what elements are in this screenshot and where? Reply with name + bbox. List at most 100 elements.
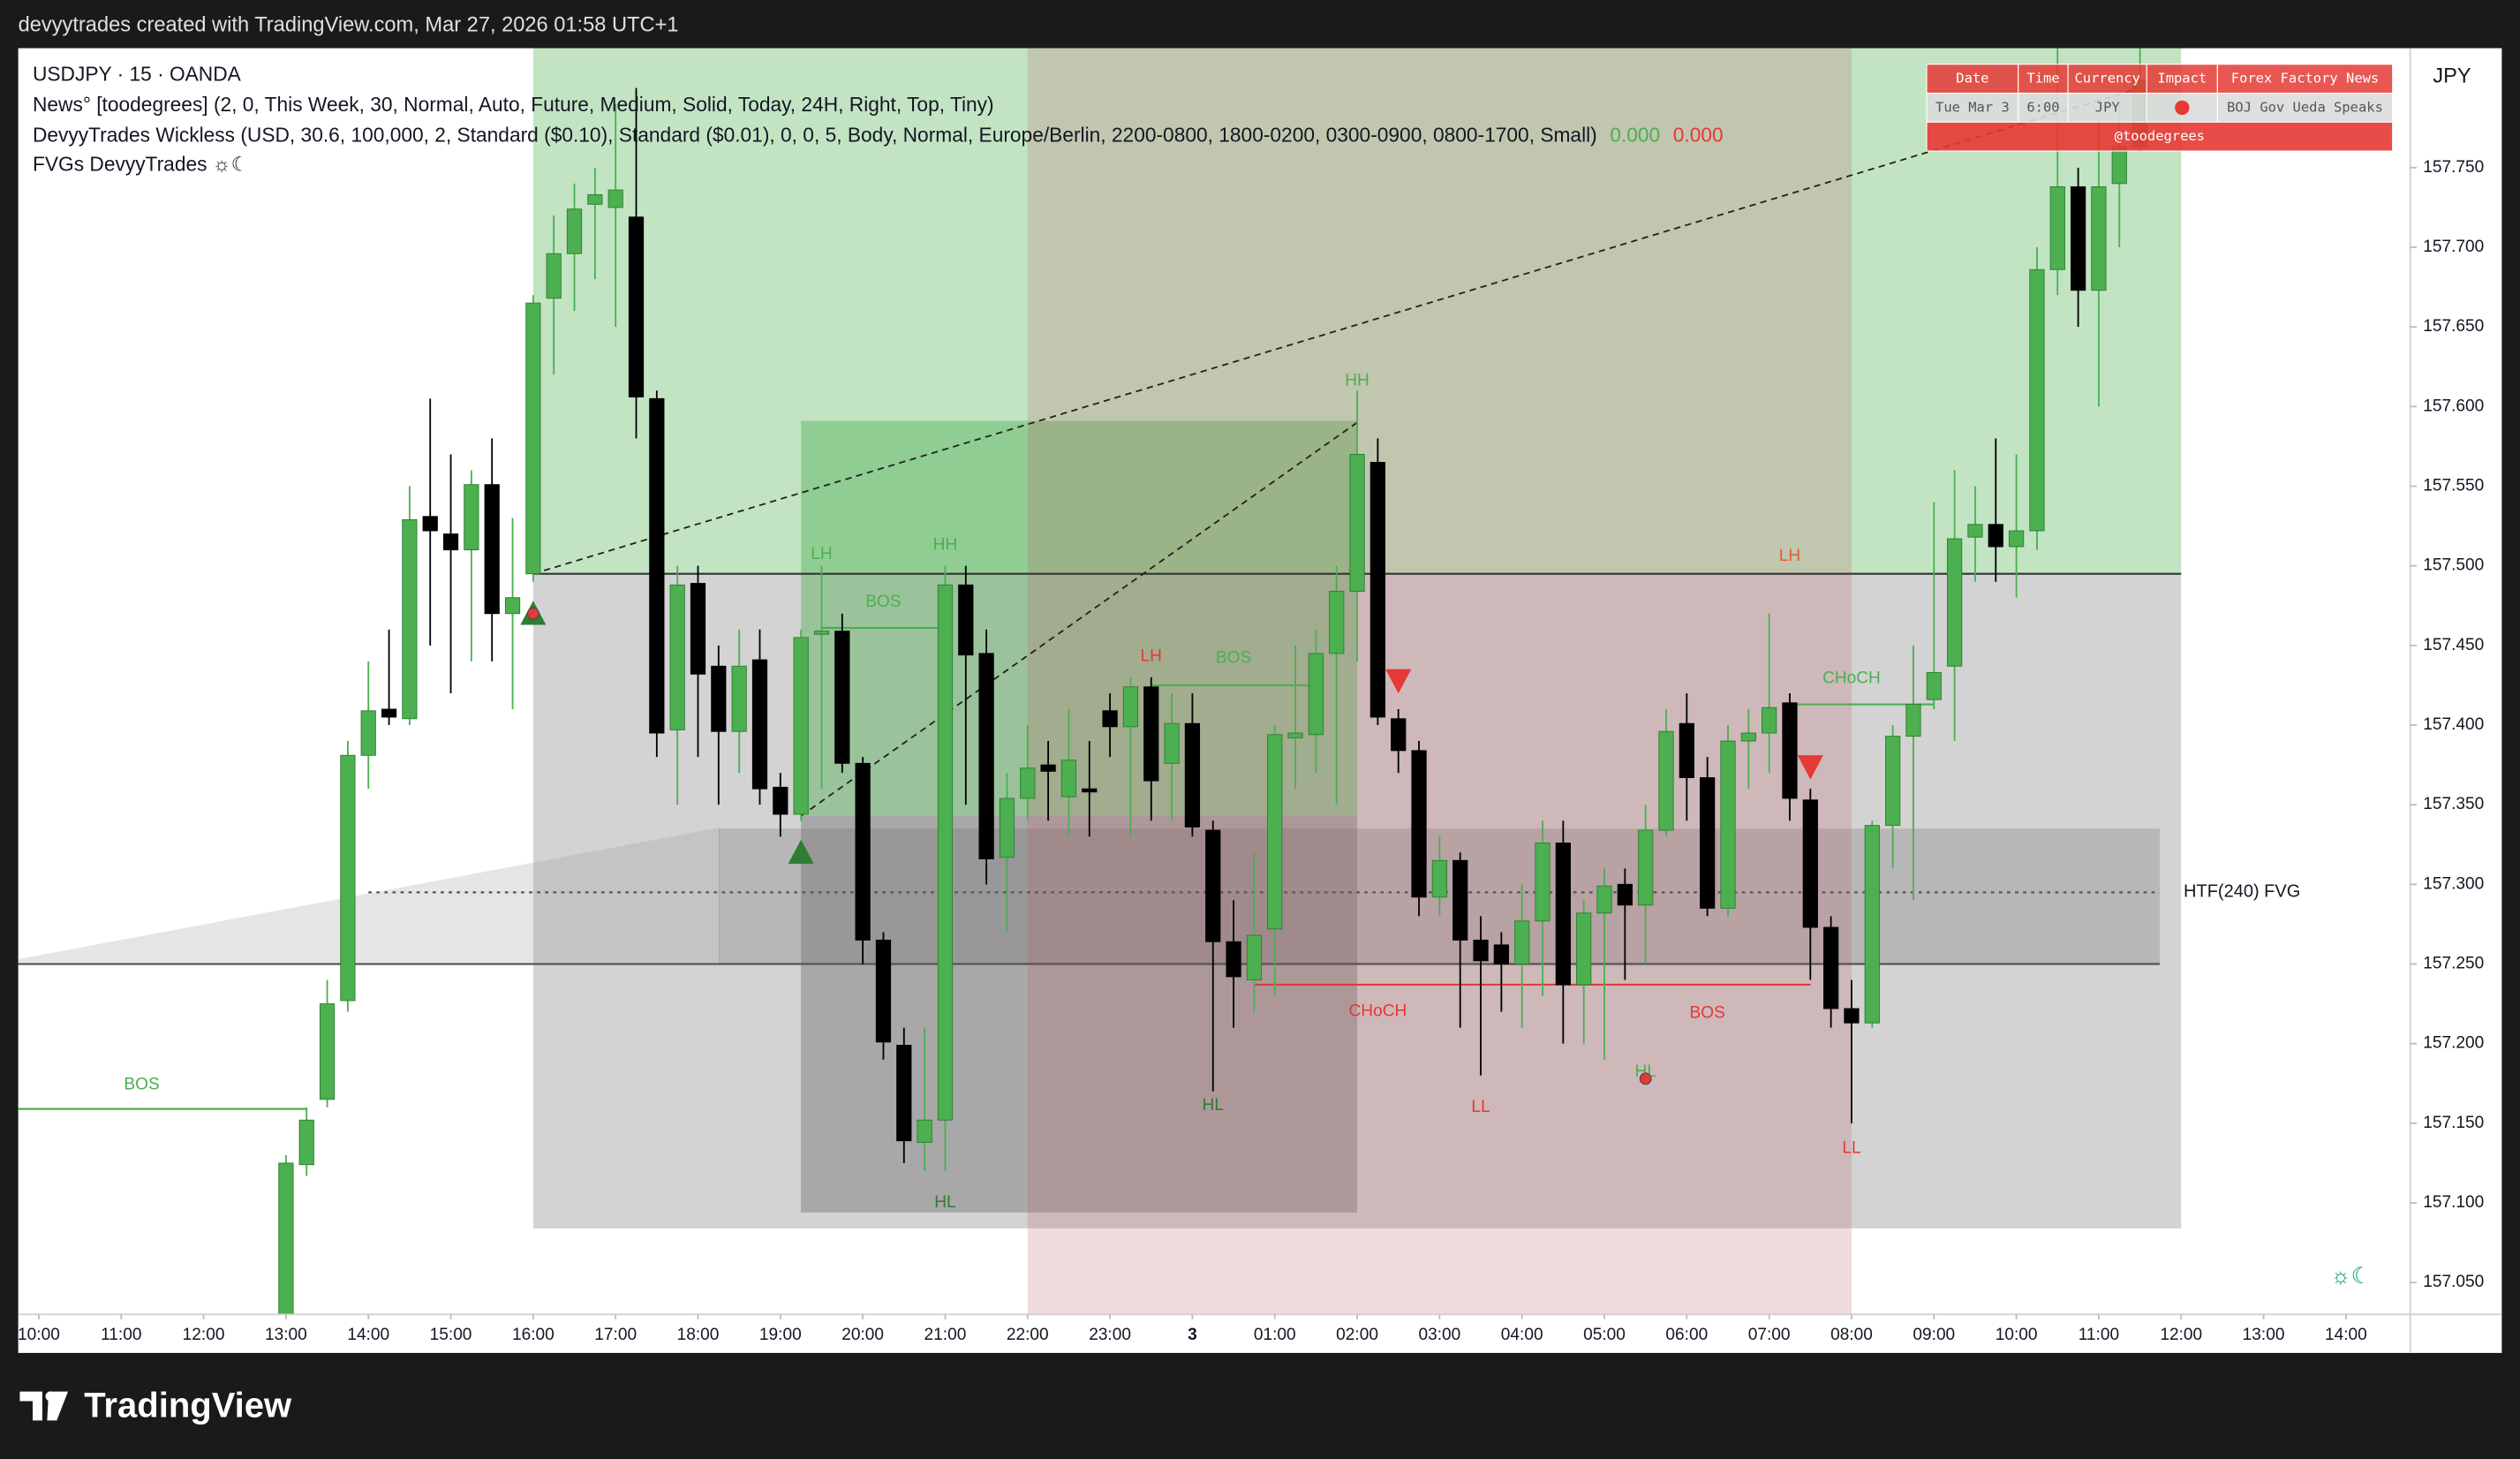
news-header-cell [2146,64,2218,94]
candle-body [1431,859,1447,898]
candle-body [340,754,356,1002]
x-tick-label: 14:00 [347,1326,389,1344]
candle-body [1391,718,1407,752]
candle-body [1473,940,1489,962]
candle-body [1205,829,1221,942]
news-header-text: Impact [2157,71,2207,87]
x-tick-label: 17:00 [594,1326,637,1344]
candle-body [1638,829,1654,906]
structure-label: BOS [124,1076,159,1094]
x-tick-label: 21:00 [924,1326,967,1344]
x-tick-label: 11:00 [2079,1326,2119,1344]
candle-body [1762,707,1777,734]
y-tick-label: 157.400 [2423,715,2484,734]
x-tick-label: 10:00 [1996,1326,2038,1344]
candle-body [937,584,954,1121]
structure-label: HL [1203,1096,1224,1115]
candle-body [525,302,541,575]
structure-label: BOS [865,593,901,611]
candle-body [1020,767,1036,799]
y-tick-label: 157.250 [2423,955,2484,973]
candle-body [278,1162,294,1315]
x-tick-label: 13:00 [265,1326,307,1344]
y-tick-label: 157.600 [2423,397,2484,415]
x-tick-label: 13:00 [2243,1326,2285,1344]
candle-body [1947,538,1963,667]
candle-body [402,518,418,720]
candle-body [1555,843,1571,986]
candle-body [484,484,500,615]
structure-label: HH [1345,372,1369,390]
structure-label: CHoCH [1348,1002,1407,1021]
trend-line [532,87,2140,575]
candle-body [649,397,665,734]
candle-body [1102,710,1118,728]
candle-body [813,631,830,635]
candle-body [1967,524,1983,538]
candle-body [1329,591,1345,654]
zone [1027,48,1852,1315]
x-tick-label: 11:00 [101,1326,141,1344]
y-tick-label: 157.150 [2423,1114,2484,1132]
trend-line [800,421,1358,817]
candle-body [1576,912,1592,986]
structure-label: HH [933,535,958,554]
candle-body [1596,885,1612,914]
structure-label: LH [811,545,832,563]
candle-body [711,665,727,732]
x-tick-label: 08:00 [1830,1326,1873,1344]
candle-body [1164,722,1180,764]
candle-body [1308,653,1324,736]
candle-body [1226,941,1241,978]
candle-body [587,194,603,205]
candle-body [1287,732,1303,738]
news-row-text: BOJ Gov Ueda Speaks [2227,99,2383,115]
indicator-news: News° [toodegrees] (2, 0, This Week, 30,… [33,93,994,116]
watermark-icon: ☼☾ [2330,1264,2371,1289]
news-header-text: Forex Factory News [2231,71,2379,87]
candle-body [2091,186,2107,291]
candle-body [1782,702,1798,799]
candle-body [2111,146,2127,185]
candle-body [1493,944,1509,964]
candle-body [978,653,994,859]
x-tick-label: 02:00 [1336,1326,1378,1344]
candle-body [319,1003,336,1100]
candle-body [1082,788,1098,793]
candle-body [2008,530,2025,548]
candle-body [1885,736,1901,827]
indicator-value-down: 0.000 [1673,124,1724,147]
fvg-label: HTF(240) FVG [2184,882,2300,902]
candle-body [896,1045,912,1142]
fvg-fade [18,827,721,963]
candle-body [422,516,438,532]
candle-body [917,1119,932,1143]
candle-body [1122,686,1139,728]
marker-triangle-down [1385,669,1412,694]
x-tick-label: 12:00 [183,1326,225,1344]
news-table: Date Time Currency Impact Forex Factory News… [1926,64,2394,152]
candle-body [1369,462,1386,718]
symbol-title: USDJPY · 15 · OANDA [33,63,242,86]
candle-body [1411,750,1427,898]
news-row-text: JPY [2095,99,2121,115]
candle-body [2049,186,2065,270]
y-tick-label: 157.750 [2423,158,2484,177]
candle-body [834,631,850,764]
x-tick-label: 14:00 [2325,1326,2367,1344]
x-tick-label: 3 [1188,1326,1197,1344]
logo-mark [19,1391,69,1421]
y-tick-label: 157.300 [2423,874,2484,893]
news-row-text: Tue Mar 3 [1935,99,2010,115]
candle-body [855,762,871,941]
candle-body [669,584,685,730]
news-footer-cell [1926,121,2394,152]
candle-body [1988,524,2003,548]
candle-body [751,659,768,790]
marker-triangle-down [1797,755,1823,780]
candle-body [1720,740,1736,909]
candle-body [793,637,809,815]
candle-body [1905,704,1921,737]
candle-body [566,208,583,254]
